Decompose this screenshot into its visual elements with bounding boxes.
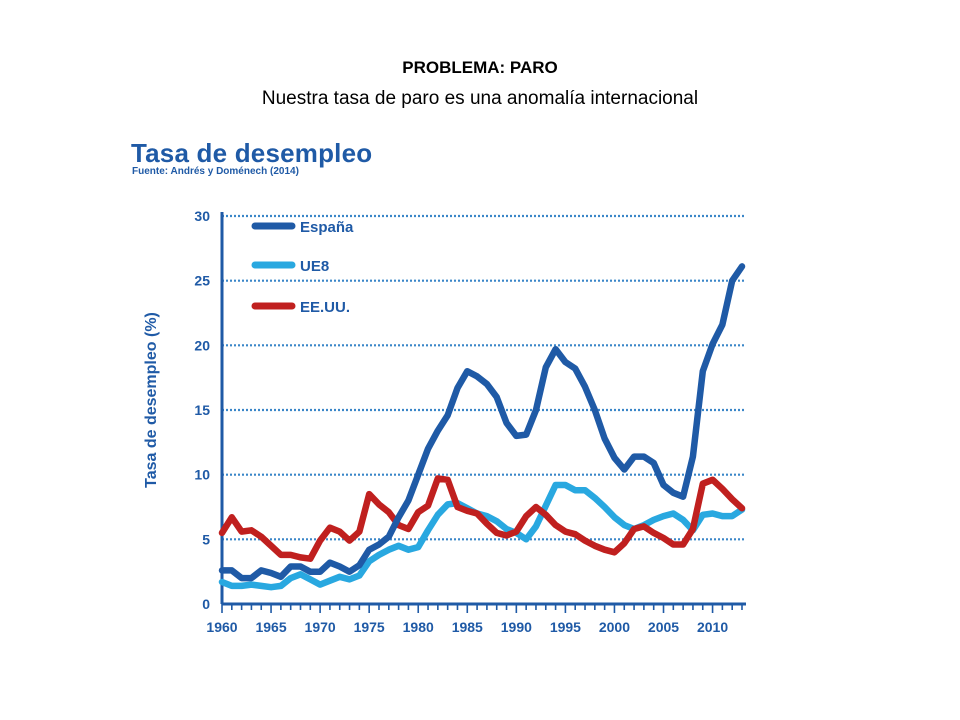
chart-source: Fuente: Andrés y Doménech (2014) — [132, 166, 299, 177]
legend: España UE8 EE.UU. — [251, 219, 354, 316]
legend-label: EE.UU. — [300, 299, 350, 316]
slide-title: PROBLEMA: PARO — [402, 58, 558, 77]
y-tick-label: 0 — [202, 596, 210, 612]
x-tick-label: 1965 — [255, 619, 286, 635]
legend-label: UE8 — [300, 258, 329, 275]
series-line-0 — [218, 263, 746, 582]
y-tick-label: 25 — [194, 273, 210, 289]
x-tick-label: 1995 — [550, 619, 581, 635]
x-tick-label: 1980 — [403, 619, 434, 635]
series-line-2 — [218, 475, 746, 562]
y-tick-label: 30 — [194, 208, 210, 224]
y-tick-label: 15 — [194, 402, 210, 418]
x-tick-label: 1985 — [452, 619, 483, 635]
x-tick-label: 2010 — [697, 619, 728, 635]
x-tick-label: 2005 — [648, 619, 679, 635]
x-tick-label: 2000 — [599, 619, 630, 635]
y-tick-label: 20 — [194, 337, 210, 353]
y-tick-label: 5 — [202, 531, 210, 547]
x-tick-label: 1990 — [501, 619, 532, 635]
chart-title: Tasa de desempleo — [131, 138, 373, 168]
x-tick-label: 1960 — [206, 619, 237, 635]
y-tick-label: 10 — [194, 467, 210, 483]
y-axis-title: Tasa de desempleo (%) — [143, 312, 160, 488]
slide-subtitle: Nuestra tasa de paro es una anomalía int… — [261, 88, 699, 109]
x-tick-label: 1975 — [354, 619, 385, 635]
axes: 0 5 10 15 20 25 30 1960 1965 1970 1975 1980 1985 1990… — [194, 208, 746, 635]
x-tick-label: 1970 — [305, 619, 336, 635]
legend-label: España — [300, 219, 354, 236]
series-lines — [218, 263, 746, 591]
